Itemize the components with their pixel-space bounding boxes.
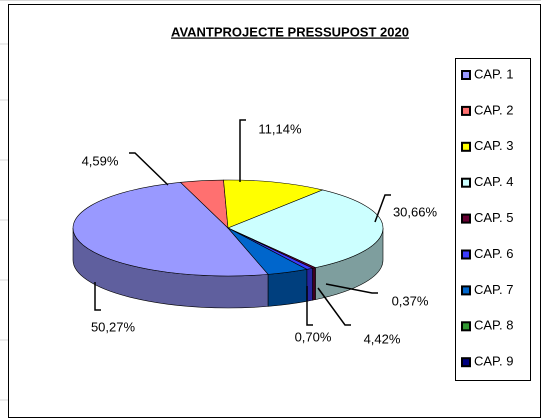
legend-swatch <box>461 177 471 188</box>
pie-side <box>267 268 308 307</box>
sheet-grid <box>0 0 541 401</box>
leader-line <box>374 194 391 223</box>
leader-line <box>306 286 313 326</box>
data-label: 0,37% <box>392 293 429 308</box>
legend-label: CAP. 2 <box>474 102 514 117</box>
leader-line <box>325 283 378 294</box>
data-label: 4,42% <box>364 331 401 346</box>
leader-line <box>239 119 246 182</box>
legend-swatch <box>461 249 471 260</box>
leader-line <box>94 282 101 311</box>
legend-label: CAP. 1 <box>474 66 514 81</box>
pie-slice <box>227 227 308 275</box>
leader-line <box>317 287 351 326</box>
pie-slice <box>227 189 384 268</box>
legend-label: CAP. 7 <box>474 282 514 297</box>
data-label: 30,66% <box>393 204 438 219</box>
data-label: 0,70% <box>295 329 332 344</box>
legend-label: CAP. 5 <box>474 210 514 225</box>
legend-swatch <box>461 213 471 224</box>
data-label: 50,27% <box>91 319 136 334</box>
legend-label: CAP. 4 <box>474 174 514 189</box>
chart-title: AVANTPROJECTE PRESSUPOST 2020 <box>171 24 409 39</box>
leader-line <box>129 152 169 186</box>
legend-label: CAP. 9 <box>474 354 514 369</box>
legend-swatch <box>461 357 471 368</box>
legend-swatch <box>461 321 471 332</box>
pie-slice <box>72 181 269 277</box>
data-label: 11,14% <box>258 121 302 136</box>
pie-slice <box>223 179 324 229</box>
legend-label: CAP. 6 <box>474 246 514 261</box>
legend-swatch <box>461 141 471 152</box>
legend-swatch <box>461 285 471 296</box>
pie-side <box>312 267 316 301</box>
legend-swatch <box>461 70 471 80</box>
legend-swatch <box>461 105 471 116</box>
legend-label: CAP. 8 <box>474 318 514 333</box>
data-label: 4,59% <box>82 153 119 168</box>
legend-label: CAP. 3 <box>474 138 514 153</box>
